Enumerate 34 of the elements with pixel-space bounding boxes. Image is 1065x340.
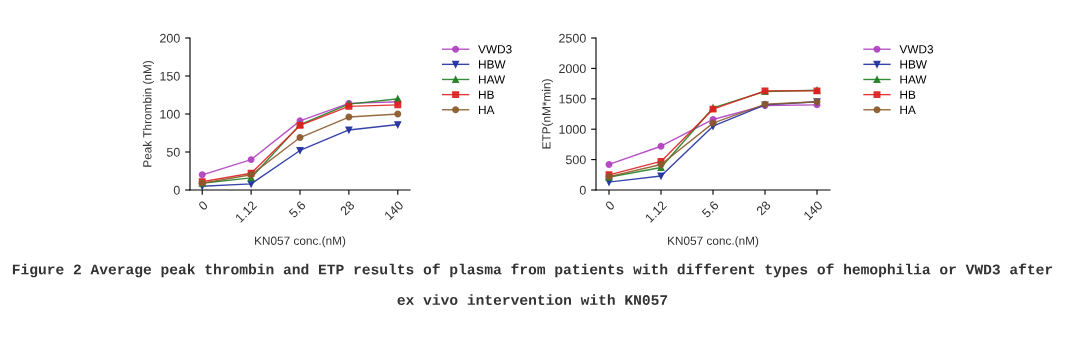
caption: Figure 2 Average peak thrombin and ETP results of plasma from patients with different types of hemophilia or VWD3 after ex vivo intervention with KN057 <box>12 263 1053 305</box>
legend-label: HB <box>479 90 494 99</box>
y-tick-label: 500 <box>565 155 586 165</box>
y-tick-label: 0 <box>579 185 586 195</box>
y-axis-title: Peak Thrombin (nM) <box>142 61 154 167</box>
y-tick-label: 1500 <box>559 94 586 104</box>
legend-label: VWD3 <box>899 45 934 54</box>
x-tick-label: 5.6 <box>288 200 307 219</box>
x-axis-title: KN057 conc.(nM) <box>668 236 759 248</box>
y-tick-label: 2500 <box>559 33 586 43</box>
legend-label: HA <box>900 105 916 114</box>
legend-label: HAW <box>479 75 506 84</box>
x-tick-label: 5.6 <box>701 200 720 219</box>
y-tick-label: 100 <box>160 109 180 119</box>
y-axis-title: ETP(nM*min) <box>541 79 553 149</box>
legend-label: HA <box>479 105 495 114</box>
legend-label: VWD3 <box>478 45 512 54</box>
legend-label: HAW <box>900 75 927 84</box>
x-tick-label: 0 <box>604 200 616 211</box>
x-tick-label: 140 <box>803 200 824 221</box>
legend-label: HB <box>900 90 916 99</box>
x-tick-label: 28 <box>339 200 355 216</box>
legend-label: HBW <box>900 60 927 69</box>
y-tick-label: 1000 <box>559 125 586 134</box>
x-axis-title: KN057 conc.(nM) <box>255 236 346 248</box>
x-tick-label: 0 <box>197 200 209 211</box>
y-tick-label: 200 <box>160 33 180 43</box>
y-tick-label: 50 <box>166 147 180 157</box>
legend-label: HBW <box>479 60 506 69</box>
x-tick-label: 28 <box>755 200 772 216</box>
y-tick-label: 2000 <box>559 64 586 74</box>
x-tick-label: 140 <box>383 200 404 221</box>
y-tick-label: 0 <box>173 185 180 195</box>
y-tick-label: 150 <box>160 71 180 81</box>
